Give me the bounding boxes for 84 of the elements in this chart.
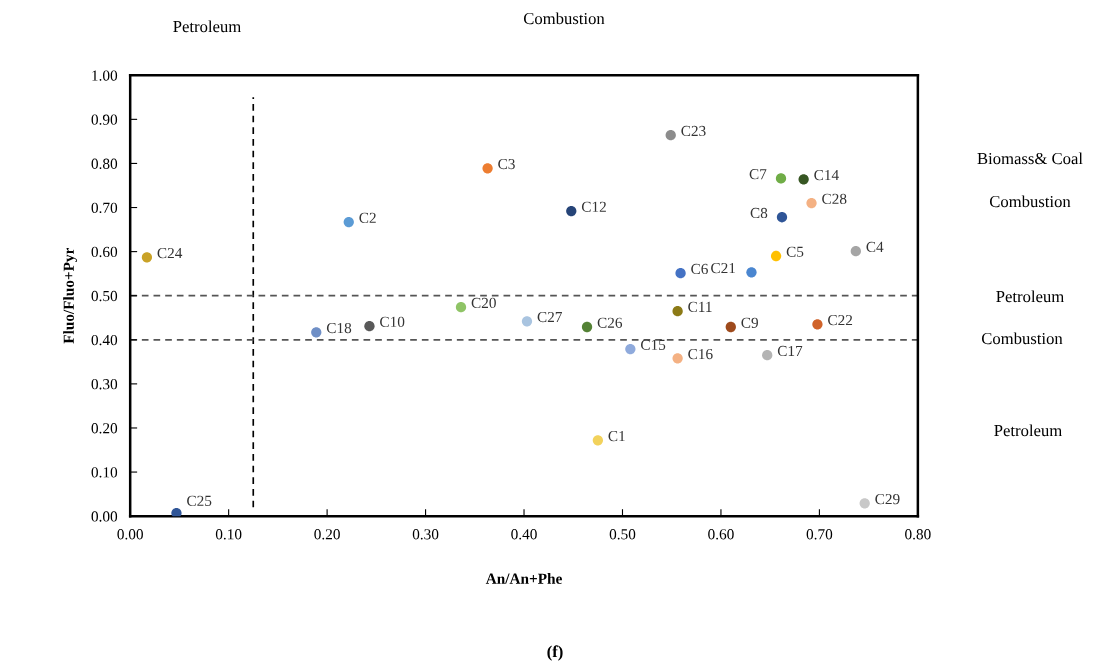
point xyxy=(859,498,870,509)
data-label: C16 xyxy=(688,348,713,360)
data-label: C18 xyxy=(326,322,352,334)
data-label: C25 xyxy=(187,495,212,506)
point xyxy=(675,268,686,279)
data-label: C6 xyxy=(691,263,708,275)
x-tick-label: 0.40 xyxy=(511,529,537,540)
data-label: C15 xyxy=(640,339,666,350)
y-tick-label: 1.00 xyxy=(92,70,118,81)
y-tick-label: 0.60 xyxy=(91,246,118,258)
data-label: C9 xyxy=(741,317,758,328)
x-tick-label: 0.60 xyxy=(708,529,734,540)
data-label: C23 xyxy=(681,125,706,137)
y-tick-label: 0.30 xyxy=(91,379,118,390)
data-label: C2 xyxy=(359,212,376,223)
data-label: C20 xyxy=(471,297,496,309)
text: Petroleum xyxy=(173,20,241,33)
text: Combustion xyxy=(989,195,1071,208)
point xyxy=(775,173,787,184)
point xyxy=(625,343,636,355)
point xyxy=(806,197,817,209)
point xyxy=(812,319,823,330)
x-tick-label: 0.00 xyxy=(117,529,143,540)
y-tick-label: 0.70 xyxy=(91,202,118,214)
x-tick-label: 0.10 xyxy=(215,529,242,540)
y-tick-label: 0.90 xyxy=(91,114,118,125)
x-tick-label: 0.30 xyxy=(412,529,439,540)
point xyxy=(776,212,788,223)
data-label: C14 xyxy=(814,169,839,181)
point xyxy=(746,267,757,278)
data-label: C22 xyxy=(828,314,853,326)
text: Petroleum xyxy=(994,424,1062,437)
y-tick-label: 0.40 xyxy=(91,334,118,346)
y-tick-label: 0.50 xyxy=(91,290,118,302)
data-label: C17 xyxy=(777,345,803,357)
point xyxy=(482,163,493,174)
point xyxy=(762,350,773,361)
data-label: C7 xyxy=(749,169,767,180)
point xyxy=(665,130,676,141)
data-label: C27 xyxy=(537,311,563,323)
point xyxy=(725,321,736,333)
data-label: C28 xyxy=(822,193,847,205)
point xyxy=(798,174,809,185)
point xyxy=(770,250,782,262)
data-label: C21 xyxy=(711,262,736,274)
data-label: C3 xyxy=(498,158,515,170)
y-tick-label: 0.80 xyxy=(91,158,118,169)
point xyxy=(171,507,182,517)
data-label: C10 xyxy=(380,316,405,328)
data-label: C4 xyxy=(866,241,884,253)
point xyxy=(455,302,467,313)
point xyxy=(311,327,322,338)
data-label: C29 xyxy=(875,493,900,505)
point xyxy=(566,205,577,217)
text: Biomass& Coal xyxy=(977,152,1083,165)
data-label: C12 xyxy=(581,201,606,212)
text: Combustion xyxy=(523,12,605,25)
text: (f) xyxy=(547,645,563,661)
data-label: C5 xyxy=(786,246,804,257)
x-tick-label: 0.70 xyxy=(806,529,833,540)
point xyxy=(581,321,593,333)
point xyxy=(672,305,683,317)
y-tick-label: 0.10 xyxy=(91,467,118,478)
text: Combustion xyxy=(981,332,1063,345)
x-tick-label: 0.20 xyxy=(314,529,340,540)
y-tick-label: 0.20 xyxy=(91,423,118,434)
x-tick-label: 0.80 xyxy=(905,529,931,540)
point xyxy=(141,252,153,263)
point xyxy=(850,246,861,257)
point xyxy=(521,316,533,327)
text: Petroleum xyxy=(996,290,1064,303)
point xyxy=(672,353,683,364)
x-axis-title: An/An+Phe xyxy=(485,573,562,584)
data-label: C11 xyxy=(688,301,712,313)
data-label: C8 xyxy=(750,207,768,219)
data-label: C26 xyxy=(597,317,623,328)
point xyxy=(343,216,354,228)
point xyxy=(592,435,604,446)
y-axis-title: Fluo/Fluo+Pyr xyxy=(63,247,78,344)
x-tick-label: 0.50 xyxy=(609,529,636,540)
data-label: C1 xyxy=(608,430,625,442)
data-label: C24 xyxy=(157,247,183,259)
point xyxy=(364,320,375,332)
y-tick-label: 0.00 xyxy=(91,511,118,522)
